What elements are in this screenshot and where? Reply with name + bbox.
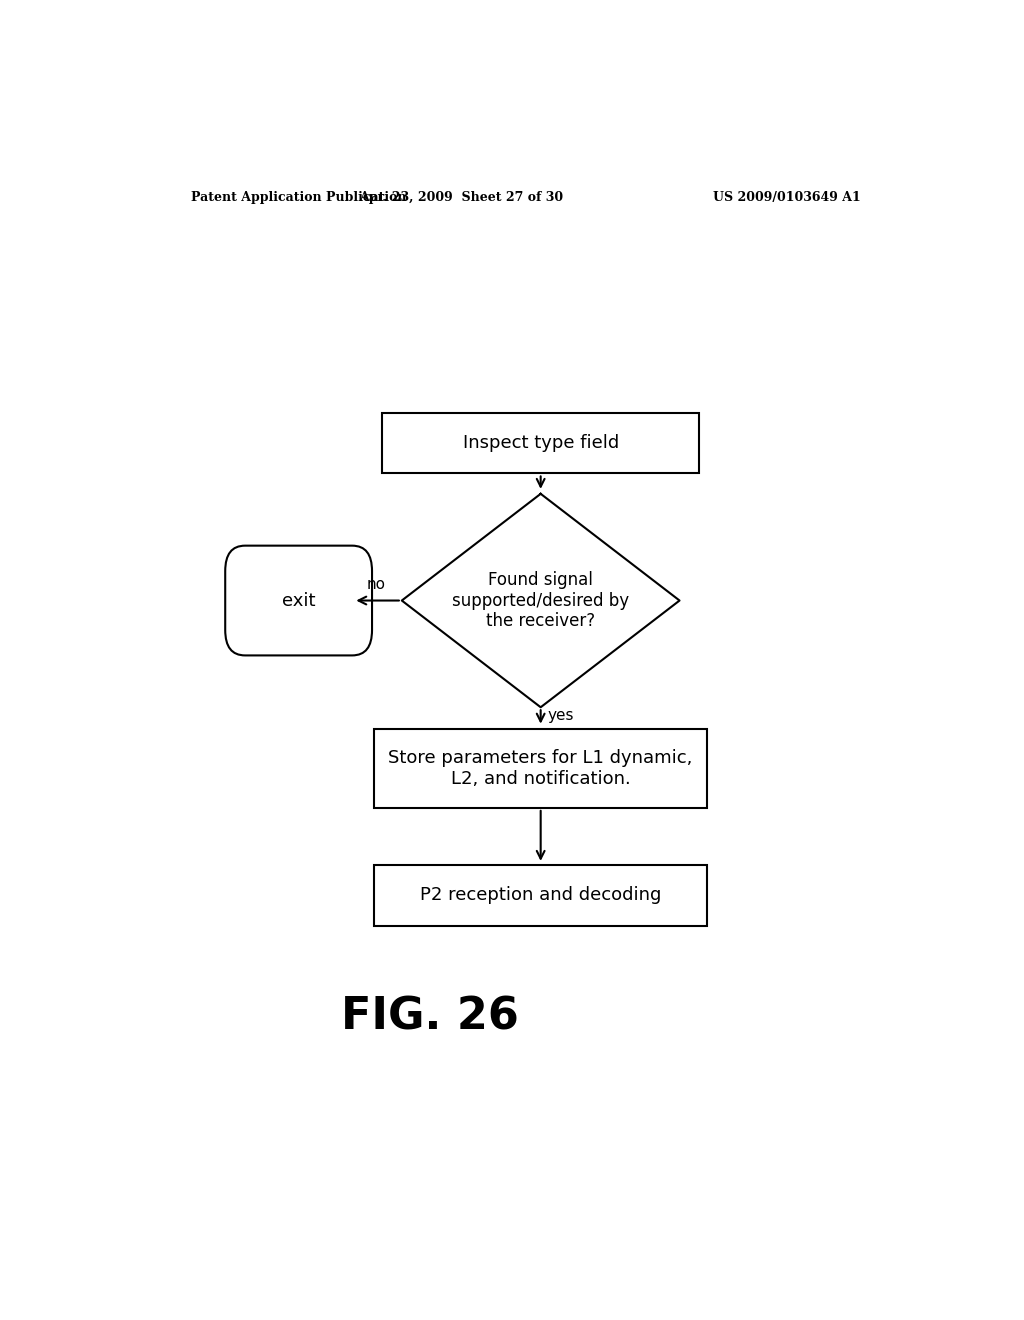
Text: P2 reception and decoding: P2 reception and decoding (420, 886, 662, 904)
FancyBboxPatch shape (225, 545, 372, 656)
Text: Found signal
supported/desired by
the receiver?: Found signal supported/desired by the re… (453, 570, 629, 631)
Text: Apr. 23, 2009  Sheet 27 of 30: Apr. 23, 2009 Sheet 27 of 30 (359, 190, 563, 203)
Text: Patent Application Publication: Patent Application Publication (191, 190, 407, 203)
Text: no: no (367, 577, 386, 593)
Text: Inspect type field: Inspect type field (463, 434, 618, 451)
Text: yes: yes (547, 708, 573, 723)
Bar (374, 729, 708, 808)
Bar (382, 413, 699, 474)
Text: FIG. 26: FIG. 26 (341, 995, 518, 1039)
Text: exit: exit (282, 591, 315, 610)
Bar (374, 865, 708, 925)
Text: US 2009/0103649 A1: US 2009/0103649 A1 (713, 190, 860, 203)
Text: Store parameters for L1 dynamic,
L2, and notification.: Store parameters for L1 dynamic, L2, and… (388, 748, 693, 788)
